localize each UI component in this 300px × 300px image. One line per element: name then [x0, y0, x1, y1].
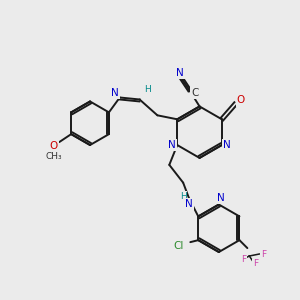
Text: N: N — [176, 68, 184, 78]
Text: H: H — [180, 192, 187, 201]
Text: N: N — [168, 140, 176, 150]
Text: C: C — [191, 88, 198, 98]
Text: CH₃: CH₃ — [45, 152, 62, 161]
Text: Cl: Cl — [173, 241, 184, 251]
Text: O: O — [236, 95, 245, 106]
Text: N: N — [217, 193, 225, 202]
Text: F: F — [261, 250, 266, 259]
Text: N: N — [223, 140, 231, 150]
Text: F: F — [253, 260, 258, 268]
Text: O: O — [49, 141, 58, 151]
Text: N: N — [111, 88, 119, 98]
Text: F: F — [241, 256, 246, 265]
Text: H: H — [144, 85, 151, 94]
Text: N: N — [185, 200, 193, 209]
